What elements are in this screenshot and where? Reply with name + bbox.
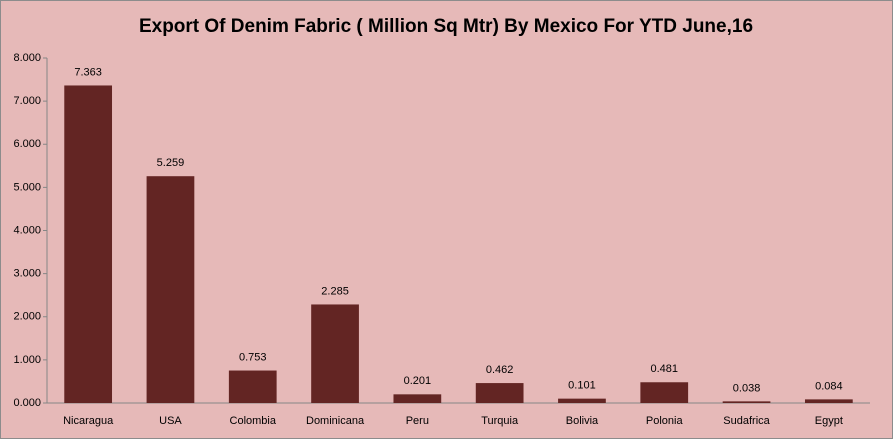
- bar: [64, 85, 113, 403]
- x-tick-label: Nicaragua: [63, 415, 114, 427]
- y-tick-label: 3.000: [13, 268, 41, 280]
- y-tick-label: 6.000: [13, 138, 41, 150]
- x-tick-label: USA: [159, 415, 182, 427]
- x-tick-label: Sudafrica: [723, 415, 770, 427]
- bar: [804, 399, 853, 403]
- bar: [722, 401, 771, 403]
- bar: [640, 382, 689, 403]
- x-tick-label: Egypt: [815, 415, 843, 427]
- value-label: 0.201: [404, 375, 432, 387]
- value-label: 7.363: [74, 66, 102, 78]
- y-tick-label: 8.000: [13, 52, 41, 64]
- bar: [228, 370, 277, 403]
- y-tick-label: 7.000: [13, 95, 41, 107]
- chart-title: Export Of Denim Fabric ( Million Sq Mtr)…: [139, 16, 753, 37]
- x-tick-label: Dominicana: [306, 415, 365, 427]
- y-tick-label: 4.000: [13, 224, 41, 236]
- bar: [475, 383, 524, 403]
- bar: [393, 394, 442, 403]
- value-label: 0.462: [486, 364, 514, 376]
- x-tick-label: Bolivia: [566, 415, 599, 427]
- bar: [558, 398, 606, 403]
- x-tick-label: Peru: [406, 415, 429, 427]
- value-label: 0.084: [815, 380, 843, 392]
- y-tick-label: 0.000: [13, 397, 41, 409]
- bar: [311, 304, 359, 403]
- bar: [146, 176, 195, 403]
- x-tick-label: Turquia: [481, 415, 519, 427]
- value-label: 0.038: [733, 382, 761, 394]
- value-label: 0.753: [239, 351, 267, 363]
- value-label: 5.259: [157, 157, 185, 169]
- x-tick-label: Colombia: [230, 415, 277, 427]
- value-label: 0.481: [650, 363, 678, 375]
- value-label: 2.285: [321, 285, 349, 297]
- value-label: 0.101: [568, 380, 596, 392]
- y-tick-label: 5.000: [13, 181, 41, 193]
- y-tick-label: 1.000: [13, 354, 41, 366]
- y-tick-label: 2.000: [13, 311, 41, 323]
- x-tick-label: Polonia: [646, 415, 684, 427]
